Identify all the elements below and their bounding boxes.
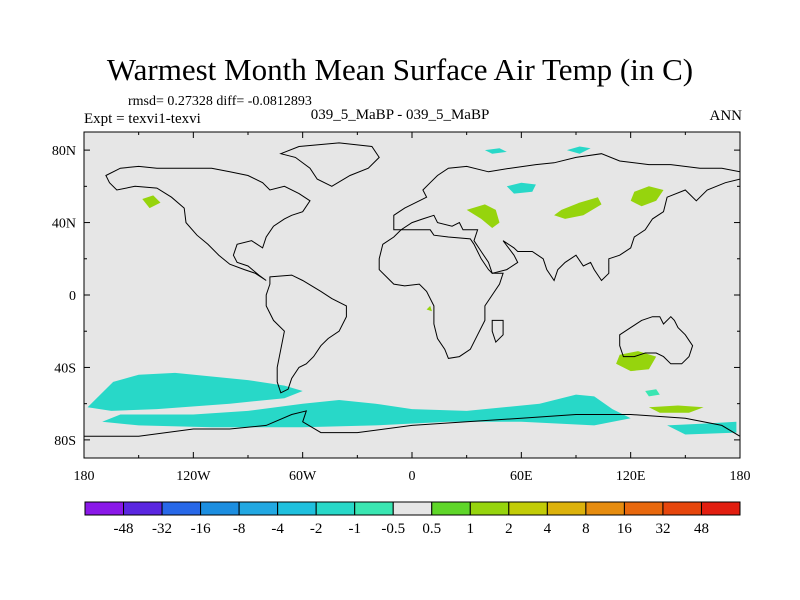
colorbar-swatch	[508, 501, 548, 516]
coastline-north-america	[105, 165, 311, 281]
y-tick-label: 80S	[54, 434, 76, 449]
colorbar-swatch	[277, 501, 317, 516]
anomaly-south-pacific-warm	[648, 405, 704, 413]
x-tick-label: 60E	[510, 469, 533, 484]
x-tick-label: 60W	[289, 469, 317, 484]
x-tick-label: 0	[409, 469, 416, 484]
colorbar-swatch	[315, 501, 356, 516]
anomaly-arctic-patch-a	[484, 148, 507, 154]
coastline-south-america	[265, 274, 347, 394]
colorbar-swatch	[662, 501, 702, 516]
colorbar-swatch	[623, 501, 664, 516]
x-tick-label: 120E	[616, 469, 646, 484]
colorbar-swatch	[161, 501, 202, 516]
colorbar-label: 0.5	[422, 521, 441, 537]
experiment-label: Expt = texvi1-texvi	[84, 111, 201, 127]
colorbar-swatch	[123, 501, 163, 516]
colorbar-label: 48	[694, 521, 709, 537]
colorbar-label: 2	[505, 521, 513, 537]
colorbar-label: 32	[655, 521, 670, 537]
anomaly-central-asia-warm	[554, 197, 602, 219]
anomaly-arctic-patch-b	[566, 146, 591, 154]
colorbar-swatch	[84, 501, 125, 516]
anomaly-southern-ocean-east	[102, 394, 631, 428]
colorbar-swatch	[469, 501, 510, 516]
coastline-australia	[619, 315, 694, 365]
colorbar-label: -8	[233, 521, 246, 537]
x-tick-label: 180	[730, 469, 751, 484]
colorbar-label: -1	[348, 521, 361, 537]
y-tick-label: 40N	[52, 217, 76, 232]
x-tick-label: 180	[74, 469, 95, 484]
colorbar-swatch	[546, 501, 587, 516]
colorbar-label: 16	[617, 521, 633, 537]
anomaly-southern-ocean-west	[87, 372, 303, 411]
colorbar-label: -16	[191, 521, 211, 537]
colorbar-swatch	[700, 501, 741, 516]
colorbar-label: 8	[582, 521, 590, 537]
y-tick-label: 80N	[52, 144, 76, 159]
anomaly-africa-warm	[426, 305, 432, 312]
anomaly-mongolia-warm	[630, 186, 664, 207]
colorbar-swatch	[392, 501, 433, 516]
anomaly-pacific-patch	[645, 389, 660, 397]
y-tick-label: 40S	[54, 361, 76, 376]
coastline-africa	[378, 229, 504, 359]
colorbar-swatch	[238, 501, 279, 516]
colorbar-swatch	[354, 501, 394, 516]
colorbar-label: -32	[152, 521, 172, 537]
colorbar-label: -4	[271, 521, 284, 537]
colorbar-label: 1	[467, 521, 475, 537]
colorbar-swatch	[431, 501, 471, 516]
season-label: ANN	[709, 108, 743, 124]
colorbar-swatch	[585, 501, 625, 516]
coastline-madagascar	[491, 319, 504, 344]
y-tick-label: 0	[69, 289, 76, 304]
anomaly-siberia-patch	[506, 182, 536, 194]
colorbar-label: 4	[544, 521, 552, 537]
chart-title: Warmest Month Mean Surface Air Temp (in …	[106, 52, 694, 87]
colorbar-label: -0.5	[381, 521, 405, 537]
stats-line: rmsd= 0.27328 diff= -0.0812893	[128, 94, 312, 109]
period-label: 039_5_MaBP - 039_5_MaBP	[310, 107, 490, 123]
x-tick-label: 120W	[176, 469, 211, 484]
colorbar-label: -2	[310, 521, 323, 537]
anomaly-alaska-warm	[142, 195, 161, 209]
anomaly-iran-warm	[466, 204, 500, 228]
coastline-antarctica	[83, 410, 741, 459]
colorbar-swatch	[200, 501, 240, 516]
coastline-greenland	[279, 142, 380, 187]
coastline-eurasia	[393, 153, 741, 282]
colorbar-label: -48	[114, 521, 134, 537]
